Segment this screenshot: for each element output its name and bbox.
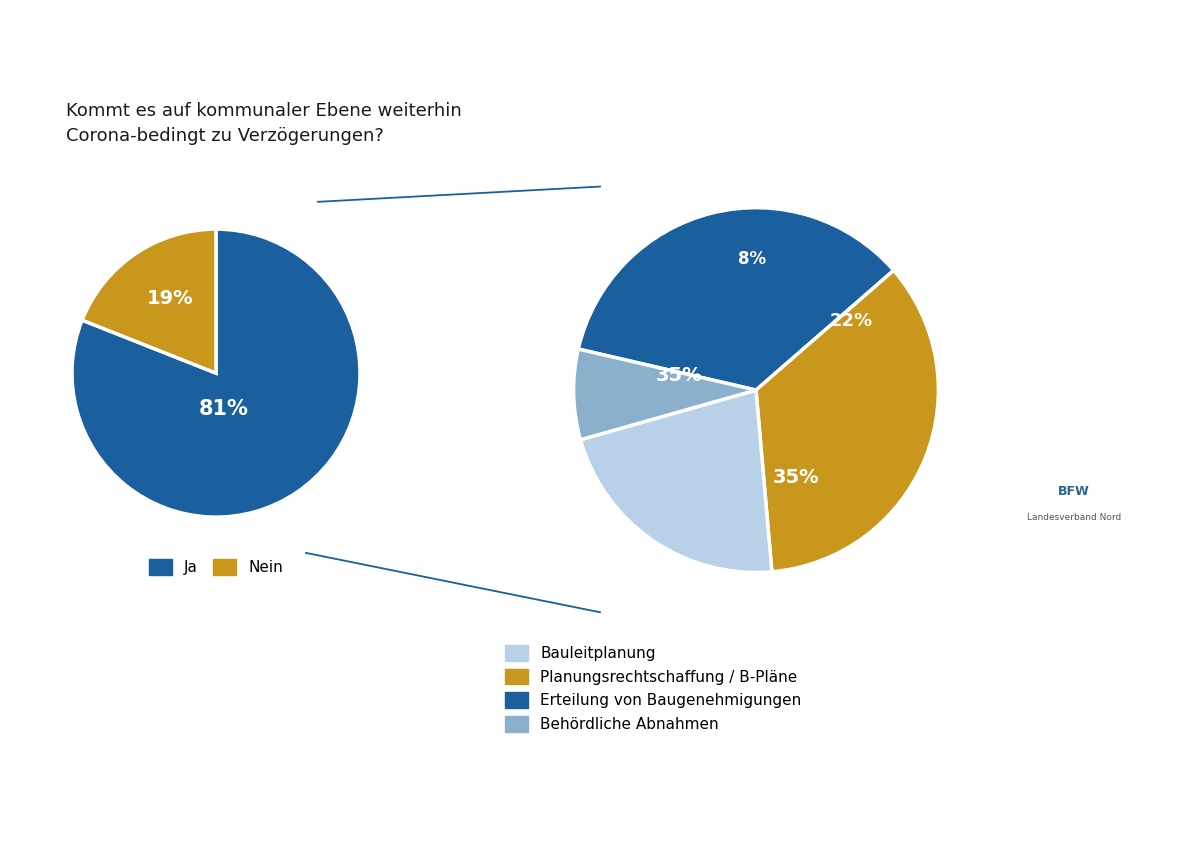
Text: 22%: 22% bbox=[829, 312, 872, 330]
Text: Kommt es auf kommunaler Ebene weiterhin
Corona-bedingt zu Verzögerungen?: Kommt es auf kommunaler Ebene weiterhin … bbox=[66, 102, 462, 145]
Wedge shape bbox=[72, 229, 360, 517]
Wedge shape bbox=[756, 271, 938, 572]
Text: 35%: 35% bbox=[656, 366, 703, 385]
Wedge shape bbox=[574, 349, 756, 440]
Text: Landesverband Nord: Landesverband Nord bbox=[1027, 513, 1121, 522]
Text: BFW: BFW bbox=[1058, 485, 1090, 499]
Legend: Ja, Nein: Ja, Nein bbox=[143, 553, 289, 582]
Wedge shape bbox=[581, 390, 772, 572]
Text: 19%: 19% bbox=[146, 288, 193, 308]
Text: 8%: 8% bbox=[738, 250, 767, 268]
Text: 81%: 81% bbox=[198, 399, 248, 419]
Wedge shape bbox=[82, 229, 216, 373]
Text: 35%: 35% bbox=[773, 468, 820, 487]
Legend: Bauleitplanung, Planungsrechtschaffung / B-Pläne, Erteilung von Baugenehmigungen: Bauleitplanung, Planungsrechtschaffung /… bbox=[499, 639, 808, 738]
Wedge shape bbox=[578, 208, 894, 390]
